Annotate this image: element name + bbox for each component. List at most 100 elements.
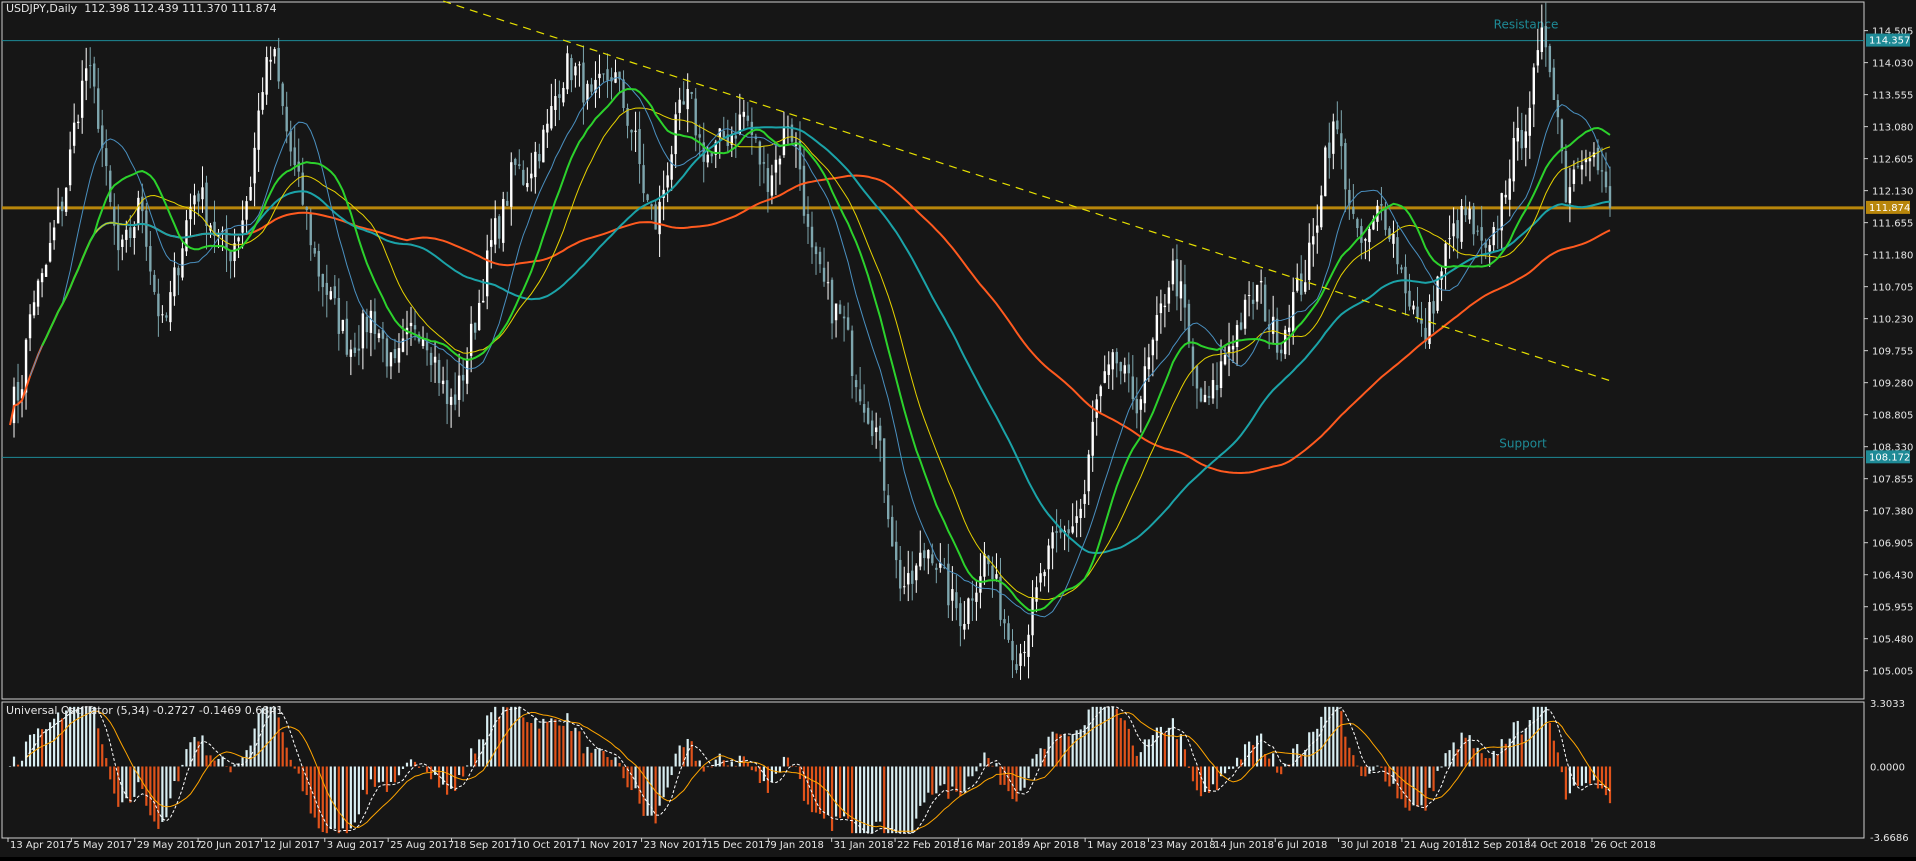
oscillator-bar [1508,738,1511,767]
support-price-tag-text: 108.172 [1869,452,1910,463]
candle-body [798,140,802,170]
candle-body [1071,526,1074,533]
candle-body [526,183,529,188]
date-axis-label: 1 May 2018 [1087,840,1146,851]
date-axis-label: 13 Apr 2017 [10,840,72,851]
oscillator-bar [834,766,838,817]
oscillator-bar [1412,766,1415,806]
oscillator-bar [538,728,541,767]
candle-body [1127,364,1130,374]
oscillator-bar [1604,766,1608,796]
oscillator-bar [69,706,72,767]
candle-body [975,592,978,602]
candle-body [1043,571,1046,577]
oscillator-bar [1175,739,1179,767]
candle-body [461,374,465,381]
oscillator-bar [16,764,20,767]
oscillator-bar [1300,754,1303,767]
oscillator-bar [349,766,352,829]
oscillator-bar [241,757,244,767]
oscillator-bar [1039,748,1042,767]
oscillator-bar [1420,766,1423,806]
oscillator-bar [782,756,786,767]
candle-body [325,282,328,295]
oscillator-bar [105,758,108,767]
oscillator-bar [1368,766,1371,774]
candle-body [682,101,685,105]
date-axis-label: 15 Dec 2017 [707,840,771,851]
oscillator-bar [1312,731,1315,767]
candle-body [546,123,549,133]
oscillator-bar [1324,706,1327,767]
oscillator-bar [229,766,232,773]
oscillator-bar [979,763,982,767]
oscillator-bar [1524,728,1527,767]
date-axis-label: 14 Jun 2018 [1214,840,1274,851]
candle-body [237,237,240,242]
oscillator-bar [309,766,312,814]
candle-body [662,189,665,198]
candle-body [1568,187,1572,204]
candle-body [273,49,276,57]
oscillator-bar [1167,727,1170,767]
candle-body [1035,587,1038,602]
oscillator-bar [1155,727,1158,767]
candle-body [846,317,850,330]
candle-body [778,158,782,165]
axes: 114.505 114.030 113.555 113.080 112.605 112.1… [7,27,1913,851]
candle-body [193,195,196,205]
candle-body [101,125,104,148]
oscillator-bar [1171,718,1175,767]
candle-body [814,246,818,255]
candle-body [44,264,48,277]
oscillator-bar [1484,757,1487,767]
oscillator-bar [1276,766,1279,773]
candle-body [1472,206,1475,235]
oscillator-bar [1584,766,1588,784]
oscillator-bar [1608,766,1612,804]
price-axis-label: 107.855 [1872,475,1913,486]
oscillator-bar [57,712,60,767]
candle-body [197,193,200,202]
oscillator-bar [546,721,549,767]
candle-body [979,576,982,593]
candle-body [1356,218,1359,229]
oscillator-bar [754,766,757,772]
candle-body [1055,531,1058,533]
date-axis-label: 22 Feb 2018 [897,840,959,851]
oscillator-bar [217,758,220,767]
oscillator-bar [205,755,208,767]
candle-body [971,598,974,601]
ma-signal-line [41,87,1611,613]
price-axis-label: 105.480 [1872,635,1913,646]
candle-body [93,63,96,87]
candle-body [393,349,397,359]
oscillator-bar [662,766,665,798]
candle-body [357,348,361,351]
candle-body [385,338,389,367]
oscillator-bar [806,766,810,805]
oscillator-bar [333,766,336,829]
oscillator-bar [225,766,228,767]
date-axis-label: 29 May 2017 [137,840,202,851]
candle-body [1259,280,1263,283]
candle-body [746,115,750,121]
candle-body [485,250,489,297]
oscillator-bar [1087,709,1090,767]
oscillator-bar [714,759,717,767]
oscillator-bar [562,725,565,767]
candle-body [437,359,441,384]
date-axis-label: 25 Aug 2017 [390,840,454,851]
candle-body [185,220,188,252]
oscillator-bar [1007,766,1010,792]
oscillator-bar [462,766,465,777]
oscillator-bar [109,766,112,780]
candle-body [477,302,481,331]
current-price-tag [1866,200,1910,214]
candle-body [1155,315,1159,341]
oscillator-bar [770,766,774,783]
oscillator-bar [89,706,92,767]
oscillator-bar [927,766,930,793]
candle-body [935,567,938,570]
candle-body [40,273,44,283]
